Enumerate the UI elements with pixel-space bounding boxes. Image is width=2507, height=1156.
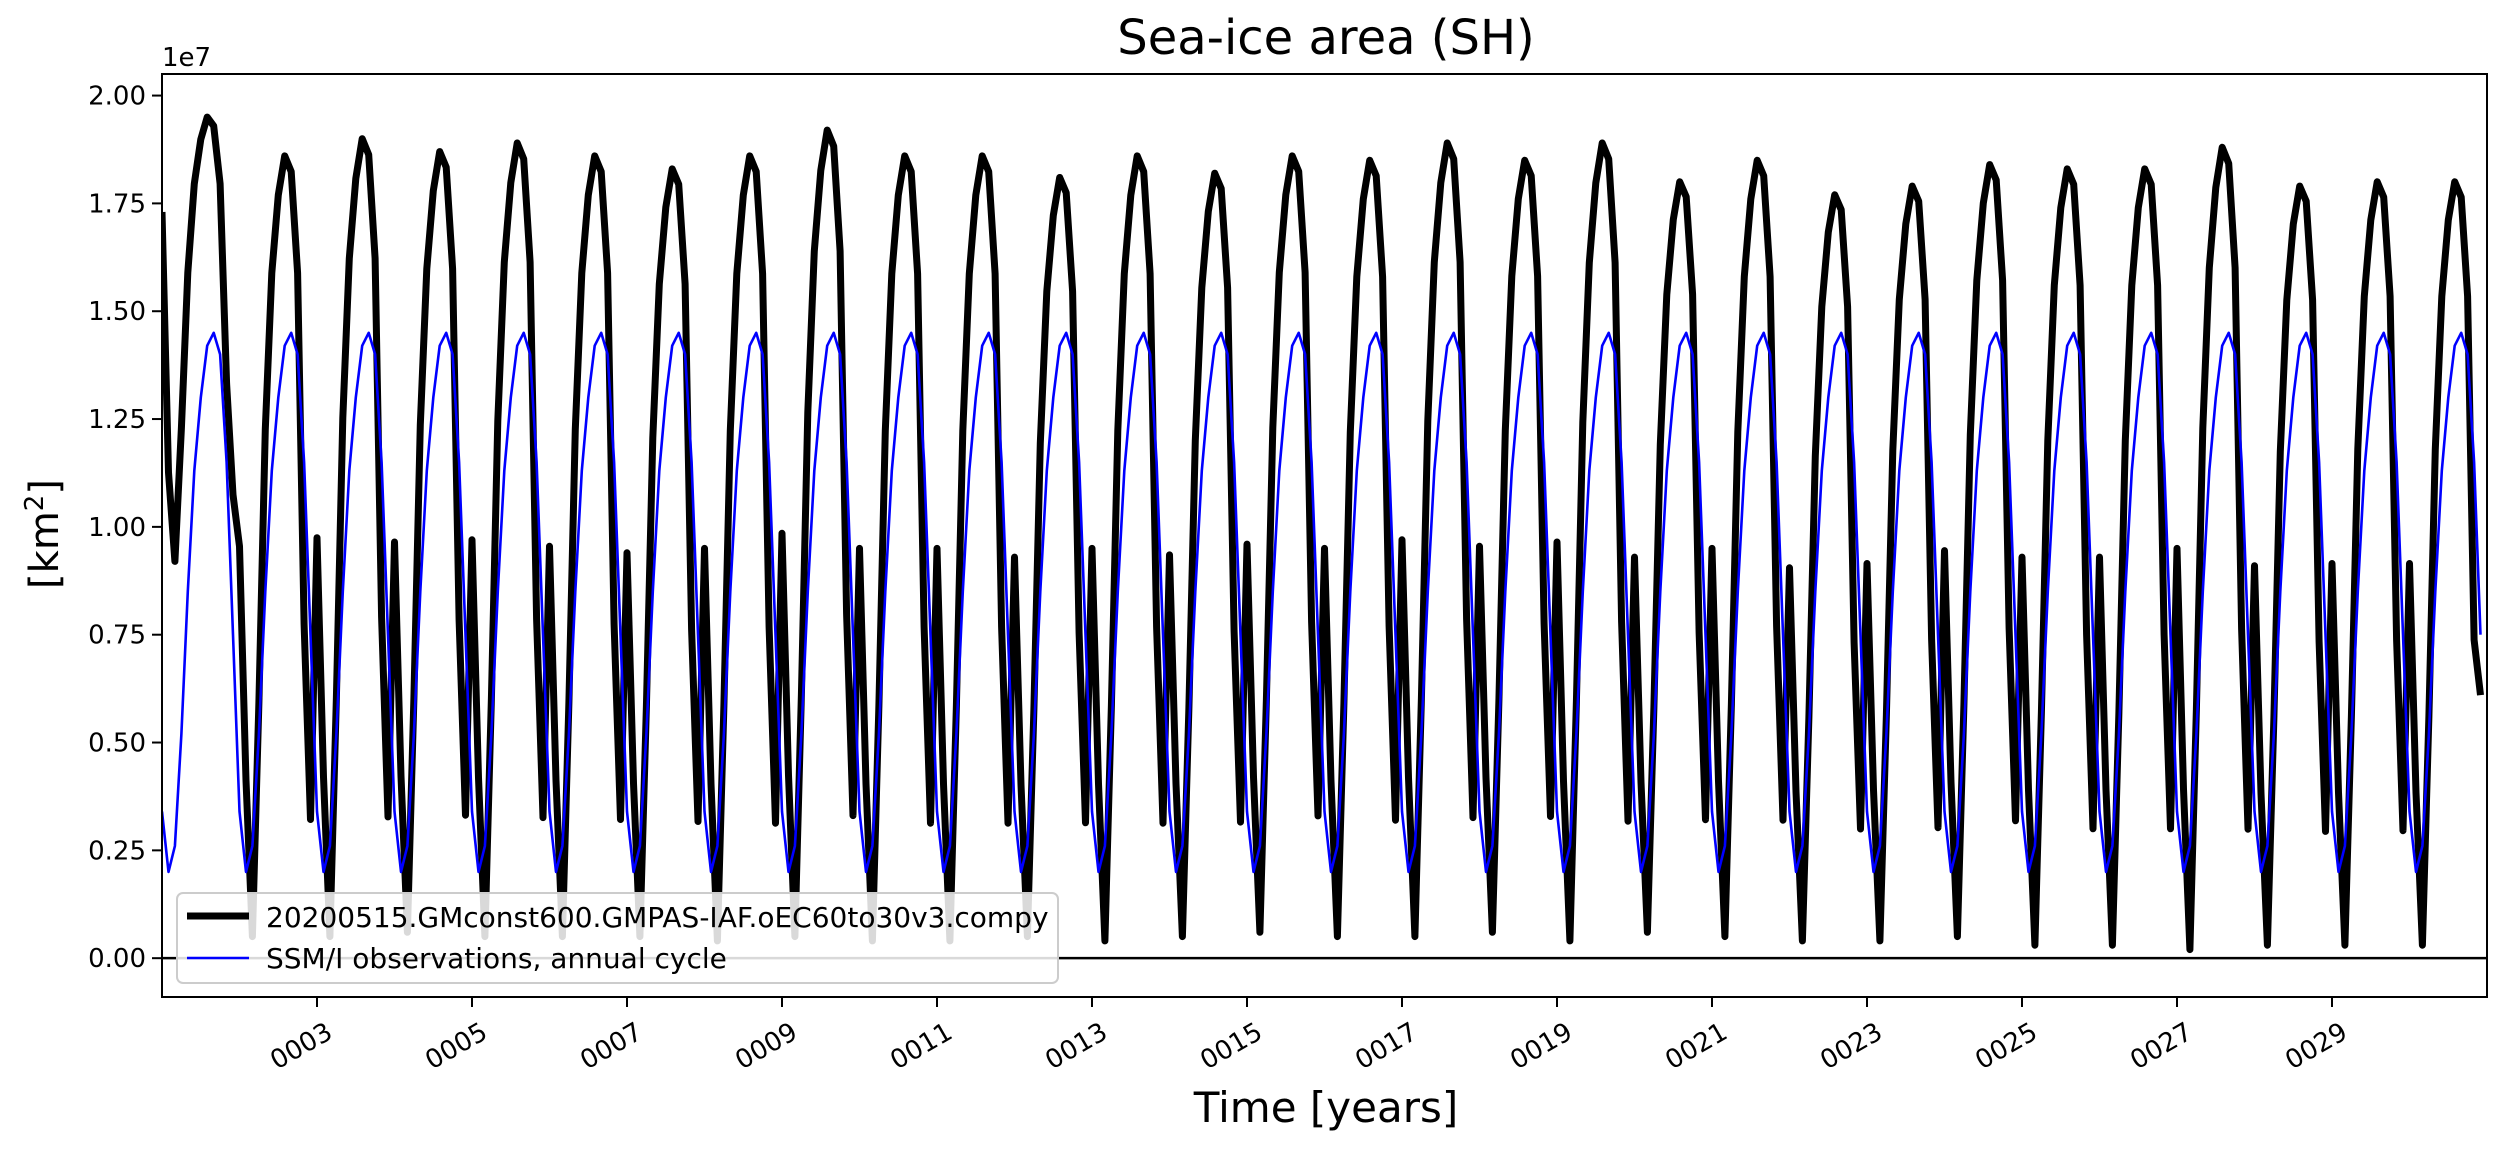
x-tick-label: 0017 [1350,1017,1422,1076]
y-tick-label: 0.75 [88,621,146,651]
series-line-observations [162,331,2482,874]
y-tick-label: 1.00 [88,513,146,543]
y-axis-offset-label: 1e7 [162,43,211,73]
x-tick-label: 0007 [575,1017,647,1076]
x-tick-label: 0029 [2280,1017,2352,1076]
x-tick-label: 0013 [1040,1017,1112,1076]
y-tick-label: 0.25 [88,836,146,866]
legend-label-model: 20200515.GMconst600.GMPAS-IAF.oEC60to30v… [266,901,1049,934]
x-tick-label: 0011 [885,1017,957,1076]
y-tick-label: 1.25 [88,405,146,435]
y-axis-label-main: [km [22,511,68,589]
y-tick-label: 2.00 [88,82,146,112]
y-axis-ticks: 0.00 0.25 0.50 0.75 1.00 1.25 1.50 1.75 2.00 [88,82,162,974]
x-tick-label: 0023 [1815,1017,1887,1076]
plot-series [162,113,2484,954]
series-line-model [162,113,2484,954]
legend: 20200515.GMconst600.GMPAS-IAF.oEC60to30v… [176,892,1059,984]
x-tick-label: 0005 [420,1017,492,1076]
legend-label-observations: SSM/I observations, annual cycle [266,942,727,975]
y-axis-label-superscript: 2 [20,495,50,512]
x-axis-ticks: 0003 0005 0007 0009 0011 0013 0015 0017 0019 0021… [265,997,2353,1076]
x-tick-label: 0027 [2125,1017,2197,1076]
x-tick-label: 0003 [265,1017,337,1076]
chart-title: Sea-ice area (SH) [1117,10,1535,66]
y-axis-label-close: ] [22,479,68,495]
x-tick-label: 0019 [1505,1017,1577,1076]
y-tick-label: 0.00 [88,944,146,974]
y-tick-label: 1.75 [88,189,146,219]
y-tick-label: 0.50 [88,729,146,759]
x-axis-label: Time [years] [1193,1083,1459,1132]
plot-frame [161,73,2488,998]
legend-box [176,892,1059,984]
x-tick-label: 0015 [1195,1017,1267,1076]
y-axis-label: [km2] [20,479,68,589]
x-tick-label: 0025 [1970,1017,2042,1076]
x-tick-label: 0021 [1660,1017,1732,1076]
x-tick-label: 0009 [730,1017,802,1076]
y-tick-label: 1.50 [88,297,146,327]
